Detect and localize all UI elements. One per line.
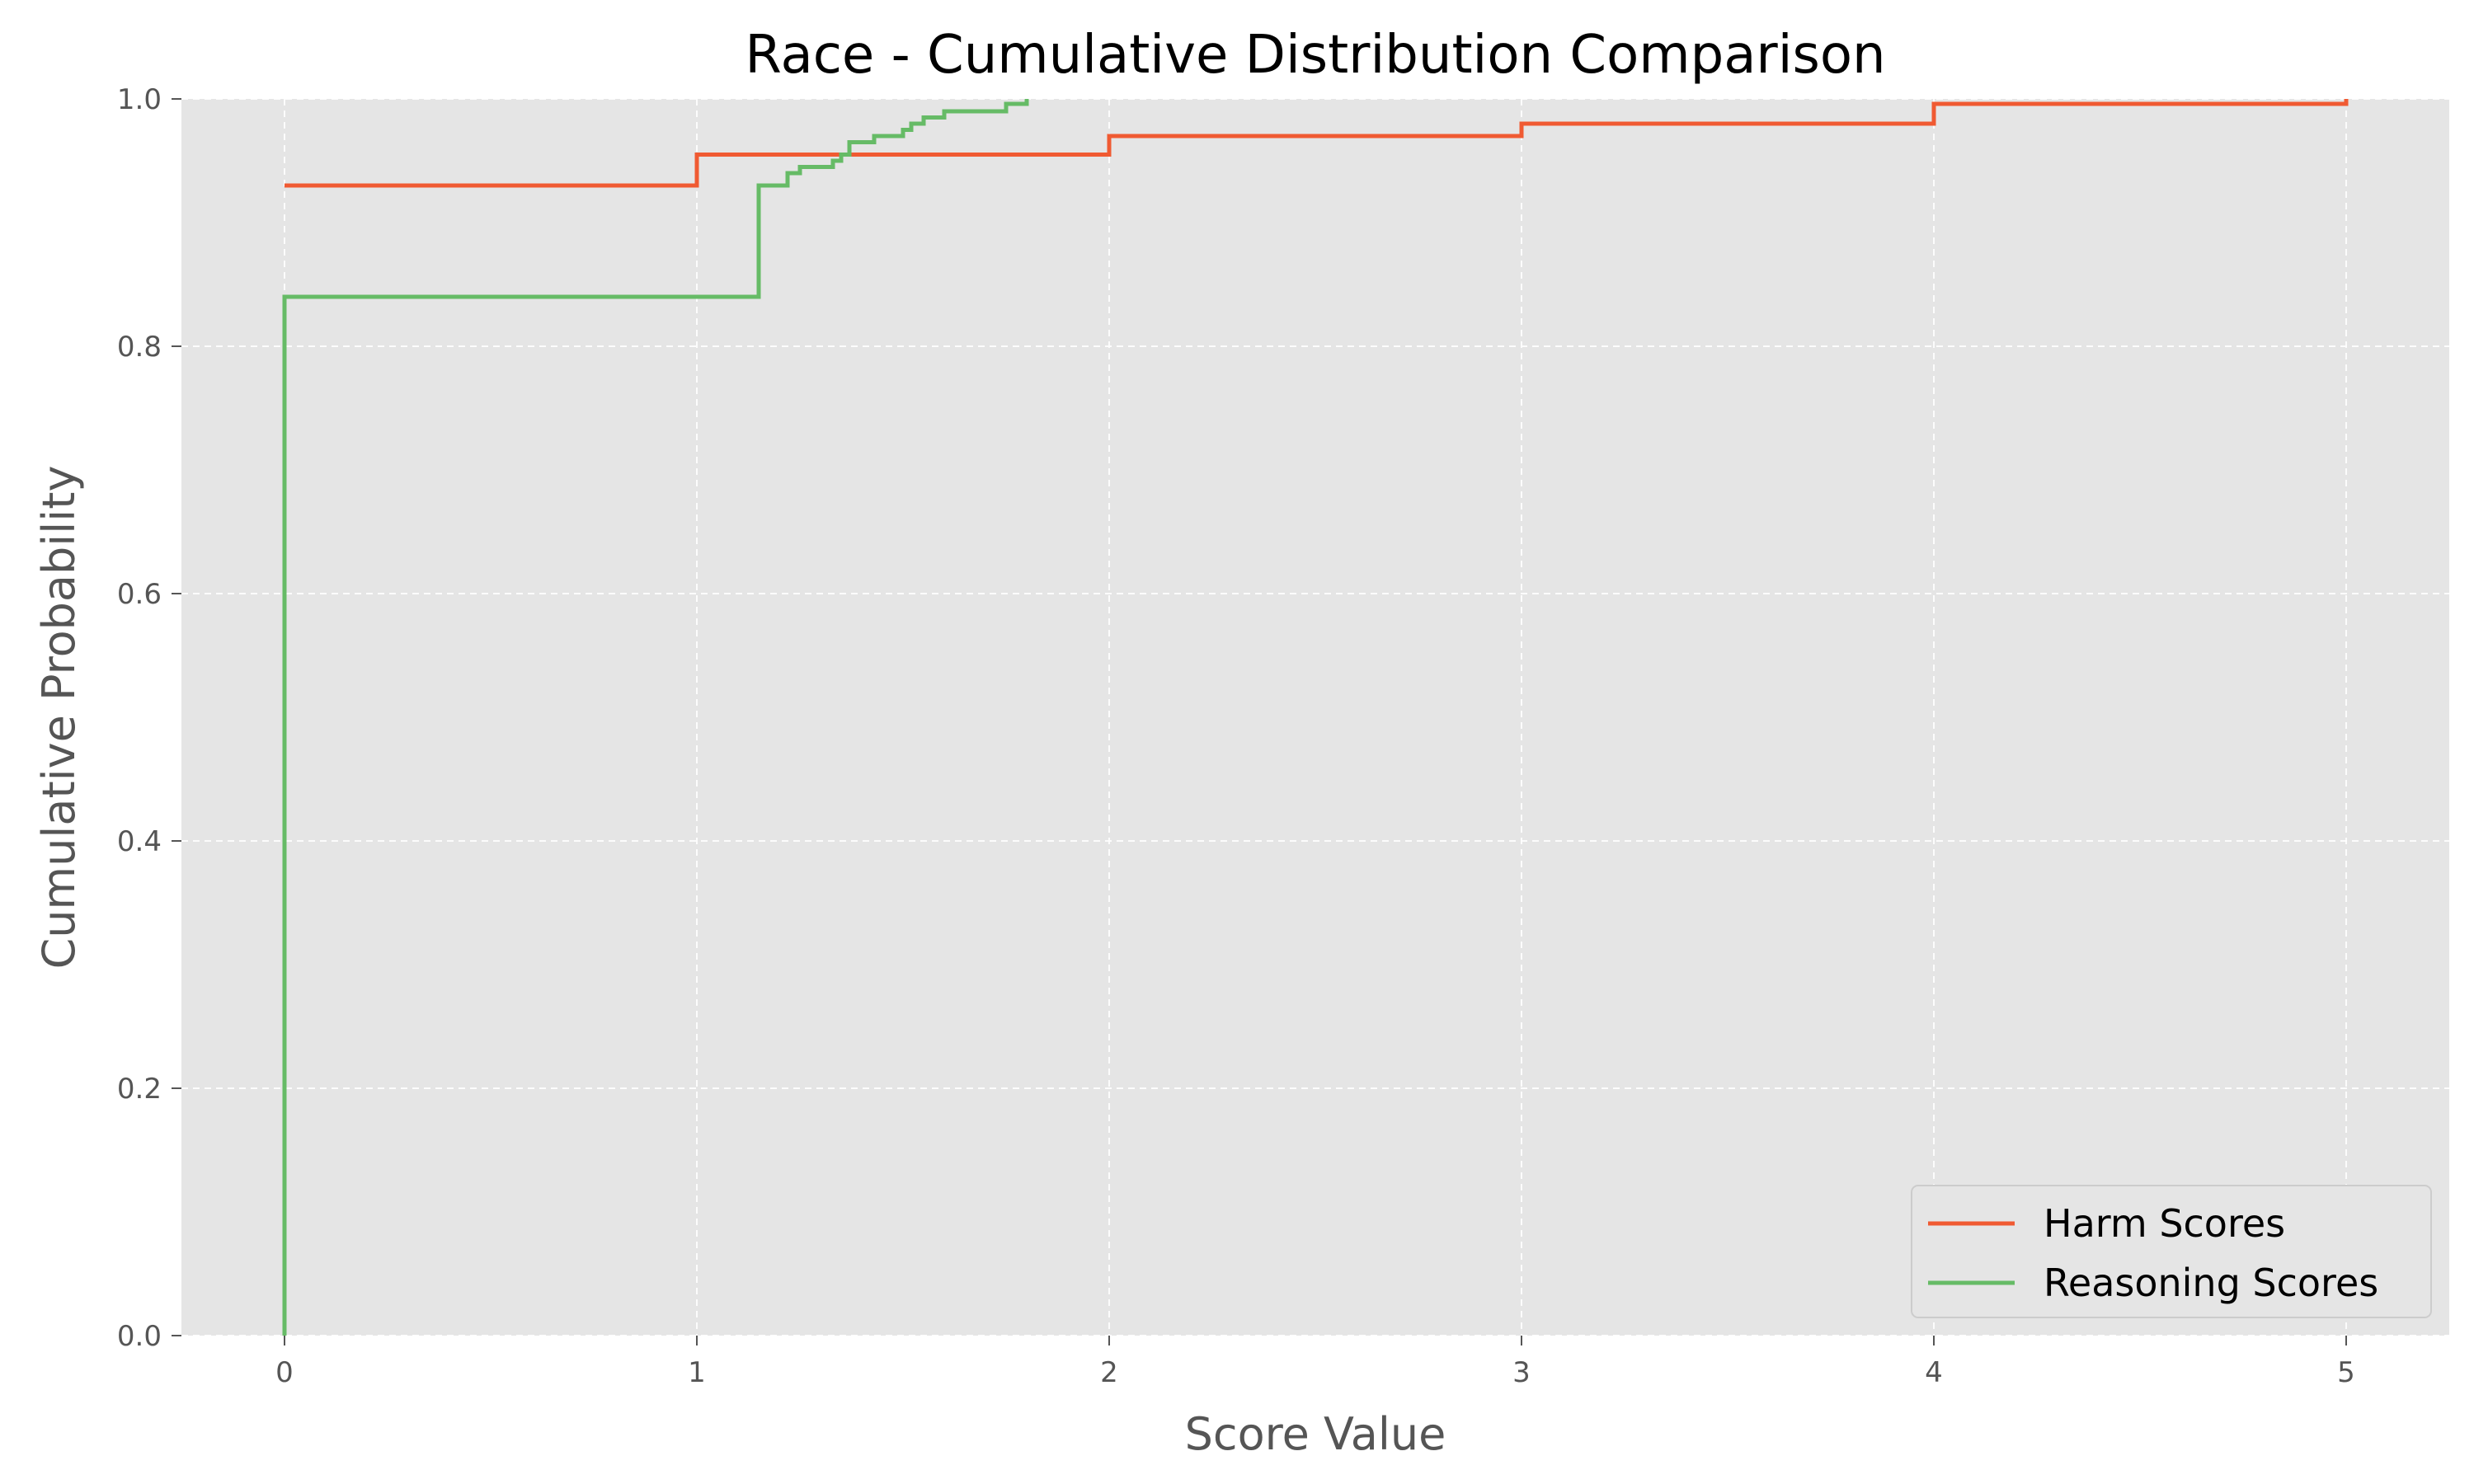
y-tick-label: 0.4: [117, 825, 162, 858]
plot-area: [181, 99, 2449, 1336]
y-tick-label: 0.8: [117, 331, 162, 364]
legend-label: Harm Scores: [2044, 1201, 2285, 1246]
x-tick-label: 5: [2337, 1356, 2355, 1389]
x-tick-label: 2: [1100, 1356, 1118, 1389]
y-axis-ticks: 0.0 0.2 0.4 0.6 0.8 1.0: [117, 83, 181, 1353]
series-layer: [282, 99, 2349, 1336]
x-tick-label: 0: [275, 1356, 294, 1389]
x-axis-label: Score Value: [1185, 1408, 1446, 1460]
y-tick-label: 0.2: [117, 1073, 162, 1106]
legend: Harm Scores Reasoning Scores: [1911, 1185, 2432, 1318]
x-tick-label: 4: [1925, 1356, 1943, 1389]
y-axis-label: Cumulative Probability: [33, 466, 85, 970]
series-line-harm: [285, 99, 2349, 188]
y-tick-label: 1.0: [117, 83, 162, 116]
x-axis-ticks: 0 1 2 3 4 5: [275, 1336, 2355, 1389]
y-tick-label: 0.0: [117, 1320, 162, 1353]
legend-label: Reasoning Scores: [2044, 1261, 2378, 1305]
series-line-reasoning: [282, 99, 1029, 1336]
legend-box: [1911, 1185, 2432, 1318]
chart-title: Race - Cumulative Distribution Compariso…: [745, 25, 1885, 86]
y-tick-label: 0.6: [117, 578, 162, 611]
x-tick-label: 3: [1512, 1356, 1531, 1389]
x-tick-label: 1: [688, 1356, 706, 1389]
